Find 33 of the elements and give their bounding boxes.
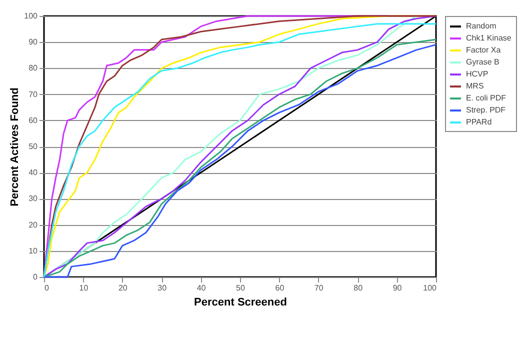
- x-tick-label: 90: [392, 284, 402, 292]
- y-axis-title: Percent Actives Found: [9, 88, 22, 206]
- x-tick-label: 50: [236, 284, 246, 292]
- x-tick-label: 30: [158, 284, 168, 292]
- y-tick-label: 0: [33, 272, 38, 282]
- x-tick-label: 20: [118, 284, 128, 292]
- legend-label: MRS: [466, 82, 484, 90]
- x-tick-label: 40: [196, 284, 206, 292]
- legend-label: HCVP: [466, 70, 488, 78]
- y-tick-label: 30: [28, 194, 38, 204]
- legend-label: E. coli PDF: [466, 94, 506, 102]
- legend-label: Factor Xa: [466, 46, 502, 54]
- legend-label: Random: [466, 22, 497, 30]
- y-tick-label: 80: [28, 64, 38, 73]
- x-tick-label: 10: [79, 284, 89, 292]
- y-tick-label: 10: [28, 246, 38, 256]
- y-tick-label: 20: [28, 220, 38, 230]
- y-tick-label: 60: [28, 116, 38, 125]
- x-tick-label: 0: [44, 284, 50, 292]
- x-tick-label: 80: [354, 284, 364, 292]
- legend-label: Chk1 Kinase: [466, 34, 512, 42]
- y-tick-label: 40: [28, 168, 38, 178]
- legend-label: PPARd: [466, 118, 492, 126]
- y-tick-label: 70: [28, 90, 38, 99]
- legend-label: Strep. PDF: [466, 106, 506, 114]
- x-tick-label: 100: [423, 284, 438, 292]
- x-tick-label: 70: [314, 284, 324, 292]
- legend-label: Gyrase B: [466, 58, 500, 66]
- x-axis-title: Percent Screened: [194, 296, 287, 308]
- y-tick-label: 100: [24, 12, 38, 20]
- y-tick-label: 50: [28, 142, 38, 151]
- x-tick-label: 60: [275, 284, 285, 292]
- y-tick-label: 90: [28, 38, 38, 47]
